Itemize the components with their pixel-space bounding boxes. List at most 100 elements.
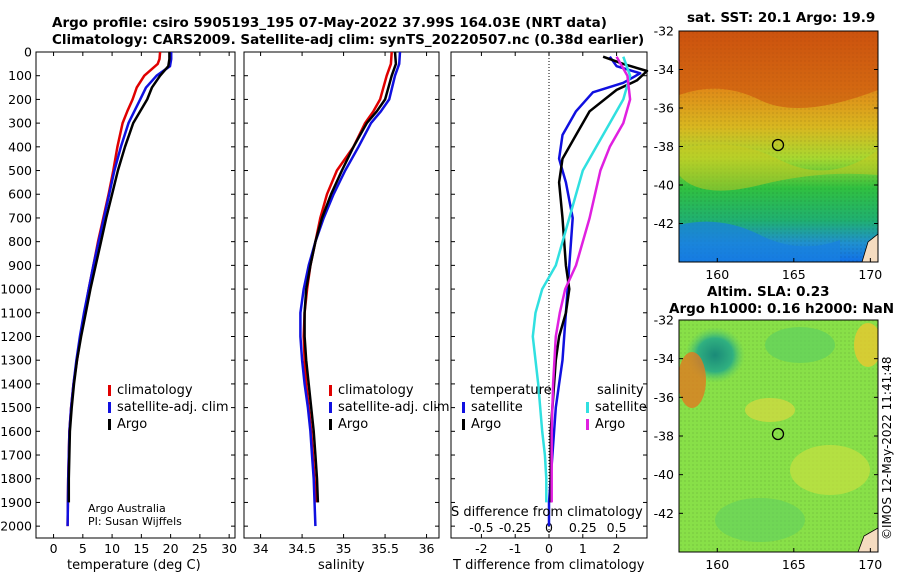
- legend-swatch-s-satellite: [586, 402, 589, 413]
- credit-line2: PI: Susan Wijffels: [88, 515, 182, 528]
- sst-map-title: sat. SST: 20.1 Argo: 19.9: [687, 10, 876, 26]
- x-tick-label: -1: [509, 541, 521, 556]
- legend-item-s-satellite: satellite: [586, 400, 647, 415]
- legend-item-s-argo: Argo: [586, 417, 647, 432]
- legend-swatch-climatology: [329, 385, 332, 396]
- land-nz-sla: [857, 527, 878, 552]
- map-y-tick-label: -38: [654, 429, 674, 444]
- difference-xlabel: T difference from climatology: [453, 558, 645, 573]
- series-line-s-argo: [550, 56, 632, 503]
- legend-swatch-satellite-adj: [329, 402, 332, 413]
- legend-temperature: climatology satellite-adj. clim Argo: [108, 383, 229, 432]
- y-tick-label: 1200: [0, 329, 32, 344]
- legend-swatch-climatology: [108, 385, 111, 396]
- x-tick-label: 2: [613, 541, 621, 556]
- y-tick-label: 600: [8, 187, 32, 202]
- y-tick-label: 500: [8, 163, 32, 178]
- y-tick-label: 1500: [0, 400, 32, 415]
- s-tick-label: 0.25: [569, 520, 597, 535]
- x-tick-label: 25: [192, 541, 208, 556]
- map-y-tick-label: -36: [654, 101, 674, 116]
- legend-item-t-argo: Argo: [462, 417, 523, 432]
- argo-position-marker-sla: [771, 427, 785, 441]
- s-tick-label: -0.25: [499, 520, 531, 535]
- s-tick-label: -0.5: [469, 520, 493, 535]
- salinity-frame: [243, 51, 440, 539]
- difference-top-xlabel: S difference from climatology: [451, 505, 643, 520]
- map-y-tick-label: -42: [654, 216, 674, 231]
- legend-item-climatology: climatology: [108, 383, 229, 398]
- x-tick-label: 35.5: [371, 541, 399, 556]
- y-tick-label: 2000: [0, 519, 32, 534]
- x-tick-label: 36: [419, 541, 435, 556]
- land-nz: [861, 233, 878, 262]
- figure-title-line2: Climatology: CARS2009. Satellite-adj cli…: [52, 32, 645, 48]
- y-tick-label: 700: [8, 210, 32, 225]
- y-tick-label: 1800: [0, 471, 32, 486]
- x-tick-label: -2: [475, 541, 487, 556]
- y-tick-label: 1000: [0, 282, 32, 297]
- series-line-argo: [67, 52, 171, 503]
- y-tick-label: 1100: [0, 305, 32, 320]
- sla-map: [678, 319, 879, 553]
- y-tick-label: 1700: [0, 448, 32, 463]
- legend-item-satellite-adj: satellite-adj. clim: [108, 400, 229, 415]
- legend-item-argo: Argo: [329, 417, 450, 432]
- s-tick-label: 0.5: [607, 520, 627, 535]
- legend-swatch-t-satellite: [462, 402, 465, 413]
- y-tick-label: 400: [8, 139, 32, 154]
- panel-difference: -2 -1 0 1 2 -0.5 -0.25 0 0.25 0.5: [450, 51, 649, 556]
- legend-swatch-satellite-adj: [108, 402, 111, 413]
- panel-temperature: 0100200300400500600700800900100011001200…: [0, 45, 237, 557]
- map-x-tick-label: 165: [782, 267, 806, 282]
- legend-swatch-t-argo: [462, 419, 465, 430]
- map-x-tick-label: 165: [782, 557, 806, 572]
- legend-item-argo: Argo: [108, 417, 229, 432]
- series-line-s-satellite: [531, 56, 632, 503]
- legend-diff-temperature: satellite Argo: [462, 400, 523, 432]
- x-tick-label: 0: [50, 541, 58, 556]
- x-tick-label: 34: [253, 541, 269, 556]
- credit-line1: Argo Australia: [88, 502, 166, 515]
- legend-diff-salinity-title: salinity: [597, 383, 644, 398]
- legend-item-t-satellite: satellite: [462, 400, 523, 415]
- sla-map-title-line1: Altim. SLA: 0.23: [707, 284, 830, 300]
- y-tick-label: 300: [8, 116, 32, 131]
- legend-item-satellite-adj: satellite-adj. clim: [329, 400, 450, 415]
- x-tick-label: 5: [79, 541, 87, 556]
- salinity-xlabel: salinity: [318, 558, 365, 573]
- x-tick-label: 0: [545, 541, 553, 556]
- legend-swatch-s-argo: [586, 419, 589, 430]
- figure-title-line1: Argo profile: csiro 5905193_195 07-May-2…: [52, 15, 607, 31]
- legend-diff-temperature-title: temperature: [470, 383, 552, 398]
- map-x-tick-label: 160: [705, 267, 729, 282]
- imos-timestamp: ©IMOS 12-May-2022 11:41:48: [880, 356, 894, 540]
- map-y-tick-label: -36: [654, 390, 674, 405]
- x-tick-label: 1: [579, 541, 587, 556]
- y-tick-label: 0: [24, 45, 32, 60]
- map-y-tick-label: -32: [654, 24, 674, 39]
- map-x-tick-label: 170: [858, 557, 882, 572]
- y-tick-label: 900: [8, 258, 32, 273]
- y-tick-label: 1600: [0, 424, 32, 439]
- map-axes-sla_map: 160 165 170 -32 -34 -36 -38 -40 -42: [654, 313, 883, 573]
- x-tick-label: 10: [104, 541, 120, 556]
- temperature-frame: [35, 51, 236, 539]
- y-tick-label: 1400: [0, 376, 32, 391]
- panel-salinity: 34 34.5 35 35.5 36: [243, 51, 440, 556]
- x-tick-label: 34.5: [288, 541, 316, 556]
- map-y-tick-label: -40: [654, 178, 674, 193]
- x-tick-label: 20: [163, 541, 179, 556]
- sla-map-title-line2: Argo h1000: 0.16 h2000: NaN: [669, 301, 895, 317]
- y-tick-label: 800: [8, 234, 32, 249]
- map-y-tick-label: -38: [654, 139, 674, 154]
- sst-map: [678, 30, 879, 263]
- argo-position-marker-sst: [771, 138, 785, 152]
- map-y-tick-label: -42: [654, 506, 674, 521]
- series-line-argo: [303, 51, 398, 503]
- map-y-tick-label: -34: [654, 351, 674, 366]
- map-y-tick-label: -40: [654, 467, 674, 482]
- legend-item-climatology: climatology: [329, 383, 450, 398]
